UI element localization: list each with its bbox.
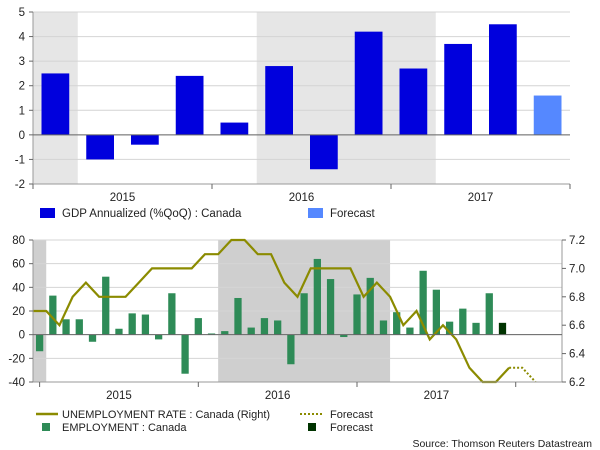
gdp-bars xyxy=(41,24,562,170)
gdp-bar-0 xyxy=(41,73,70,135)
employment-bar-26 xyxy=(379,320,388,335)
gdp-forecast-legend-swatch xyxy=(308,208,323,218)
employment-bar-15 xyxy=(234,297,242,335)
gdp-bar-6 xyxy=(310,134,338,170)
employment-bar-27 xyxy=(393,312,401,335)
gdp-xtick-label-1: 2016 xyxy=(289,192,315,204)
employment-right-ytick-label-1: 6.4 xyxy=(569,349,586,361)
employment-bar-17 xyxy=(260,318,269,335)
employment-bar-23 xyxy=(340,334,348,338)
employment-bar-13 xyxy=(207,333,216,335)
gdp-chart: -2 -1 0 1 2 3 4 5 2015 2016 2017 xyxy=(15,7,571,204)
gdp-legend: GDP Annualized (%QoQ) : Canada Forecast xyxy=(40,208,376,220)
employment-bar-30 xyxy=(432,289,440,335)
employment-xtick-label-1: 2016 xyxy=(265,390,291,402)
employment-xtick-label-2: 2017 xyxy=(424,390,450,402)
employment-bar-9 xyxy=(155,334,163,340)
employment-xtick-label-0: 2015 xyxy=(106,390,132,402)
unemployment-forecast-line xyxy=(509,366,537,383)
employment-bar-12 xyxy=(194,318,202,335)
gdp-bar-3 xyxy=(175,75,204,135)
employment-bar-7 xyxy=(128,313,136,335)
employment-left-ytick-label-3: 20 xyxy=(12,306,25,318)
gdp-ytick-label-5: 3 xyxy=(19,56,25,68)
gdp-bar-10 xyxy=(489,24,517,135)
employment-forecast-legend-swatch xyxy=(308,423,316,431)
gdp-ytick-label-2: 0 xyxy=(19,130,25,142)
gdp-bar-7 xyxy=(354,31,383,135)
employment-right-ytick-label-4: 7.0 xyxy=(569,263,585,275)
gdp-xtick-label-0: 2015 xyxy=(110,192,136,204)
employment-right-ytick-label-0: 6.2 xyxy=(569,377,585,389)
employment-bar-32 xyxy=(459,308,467,335)
employment-forecast-bar-0 xyxy=(498,322,507,335)
employment-bar-3 xyxy=(75,319,83,335)
employment-legend: UNEMPLOYMENT RATE : Canada (Right) Forec… xyxy=(36,409,373,434)
employment-bar-29 xyxy=(419,270,427,335)
employment-right-ytick-label-3: 6.8 xyxy=(569,292,585,304)
employment-left-ytick-label-1: -20 xyxy=(8,353,25,365)
employment-axes: -40 -20 0 20 40 60 80 6.2 6.4 6.6 6.8 7.0 7.2 2015 201… xyxy=(8,235,585,402)
gdp-legend-swatch xyxy=(40,208,55,218)
unemployment-rate-line xyxy=(33,238,510,384)
employment-bar-25 xyxy=(366,277,374,335)
gdp-bar-9 xyxy=(444,43,472,135)
gdp-forecast-bar-0 xyxy=(533,95,562,135)
employment-bar-18 xyxy=(274,320,282,335)
employment-bar-1 xyxy=(49,295,57,335)
employment-bar-31 xyxy=(445,321,454,335)
employment-bar-10 xyxy=(168,293,176,335)
employment-left-ytick-label-2: 0 xyxy=(19,330,25,342)
employment-bar-2 xyxy=(62,319,70,335)
employment-bar-0 xyxy=(35,334,44,352)
gdp-bar-4 xyxy=(220,122,249,135)
employment-left-ytick-label-0: -40 xyxy=(8,377,25,389)
employment-right-ytick-label-5: 7.2 xyxy=(569,235,585,247)
employment-bar-16 xyxy=(247,327,255,335)
employment-bar-20 xyxy=(300,293,308,335)
employment-bar-22 xyxy=(326,279,335,335)
employment-bar-24 xyxy=(353,294,361,335)
gdp-bar-8 xyxy=(399,68,428,135)
employment-bars xyxy=(35,258,507,374)
gdp-ytick-label-7: 5 xyxy=(19,7,25,19)
employment-bar-28 xyxy=(406,327,414,335)
employment-left-ytick-label-4: 40 xyxy=(12,282,25,294)
employment-left-ytick-label-6: 80 xyxy=(12,235,25,247)
unemployment-line xyxy=(33,238,537,384)
employment-bar-4 xyxy=(88,334,97,342)
employment-bar-19 xyxy=(287,334,295,365)
employment-bar-33 xyxy=(472,322,480,335)
employment-bar-34 xyxy=(485,293,493,335)
gdp-bar-1 xyxy=(86,134,114,160)
gdp-ytick-label-4: 2 xyxy=(19,81,25,93)
employment-chart: -40 -20 0 20 40 60 80 6.2 6.4 6.6 6.8 7.0 7.2 2015 201… xyxy=(8,235,585,402)
employment-legend-label: EMPLOYMENT : Canada xyxy=(62,422,187,434)
gdp-ytick-label-0: -2 xyxy=(15,179,25,191)
gdp-legend-label: GDP Annualized (%QoQ) : Canada xyxy=(62,208,242,220)
gdp-xtick-label-2: 2017 xyxy=(468,192,494,204)
gdp-axes: -2 -1 0 1 2 3 4 5 2015 2016 2017 xyxy=(15,7,571,204)
gdp-forecast-legend-label: Forecast xyxy=(330,208,376,220)
employment-bar-11 xyxy=(181,334,189,374)
employment-bar-8 xyxy=(141,314,150,335)
unemployment-legend-label: UNEMPLOYMENT RATE : Canada (Right) xyxy=(62,409,270,421)
gdp-ytick-label-6: 4 xyxy=(19,32,26,44)
gdp-bar-5 xyxy=(265,66,293,135)
unemployment-forecast-legend-label: Forecast xyxy=(330,409,373,421)
gdp-ytick-label-1: -1 xyxy=(15,154,25,166)
employment-right-ytick-label-2: 6.6 xyxy=(569,320,585,332)
employment-bar-14 xyxy=(221,331,229,335)
employment-bar-5 xyxy=(102,276,110,335)
employment-bar-6 xyxy=(115,328,123,335)
employment-bar-21 xyxy=(313,258,321,335)
employment-legend-swatch xyxy=(42,423,50,431)
gdp-ytick-label-3: 1 xyxy=(19,105,25,117)
source-note: Source: Thomson Reuters Datastream xyxy=(412,438,592,450)
employment-forecast-legend-label: Forecast xyxy=(330,422,373,434)
gdp-bar-2 xyxy=(131,134,159,145)
employment-left-ytick-label-5: 60 xyxy=(12,259,25,271)
